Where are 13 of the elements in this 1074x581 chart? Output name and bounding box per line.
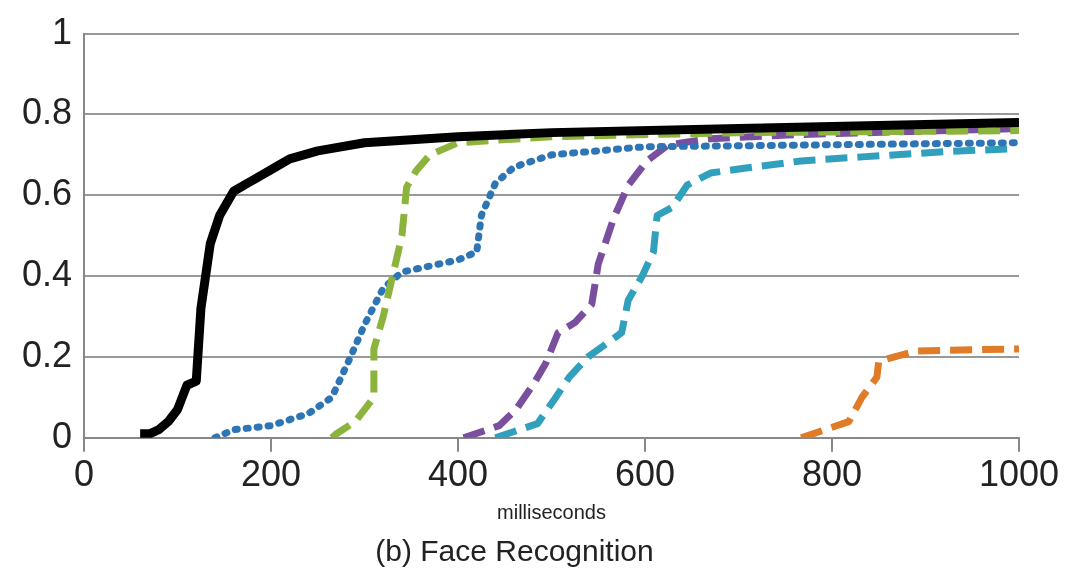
y-tick-label: 0.8 <box>22 91 73 133</box>
x-tick-label: 200 <box>241 453 302 495</box>
y-tick-label: 0 <box>52 414 73 456</box>
y-tick-label: 1 <box>52 10 73 52</box>
x-axis-title: milliseconds <box>497 500 606 523</box>
x-tick-label: 1000 <box>978 453 1060 495</box>
y-tick-label: 0.6 <box>22 172 73 214</box>
x-tick-label: 400 <box>427 453 489 495</box>
y-tick-label: 0.2 <box>22 333 73 375</box>
y-tick-label: 0.4 <box>22 253 73 295</box>
x-tick-label: 600 <box>614 453 676 495</box>
text: (b) Face Recognition <box>375 534 654 568</box>
x-tick-label: 800 <box>801 453 863 495</box>
